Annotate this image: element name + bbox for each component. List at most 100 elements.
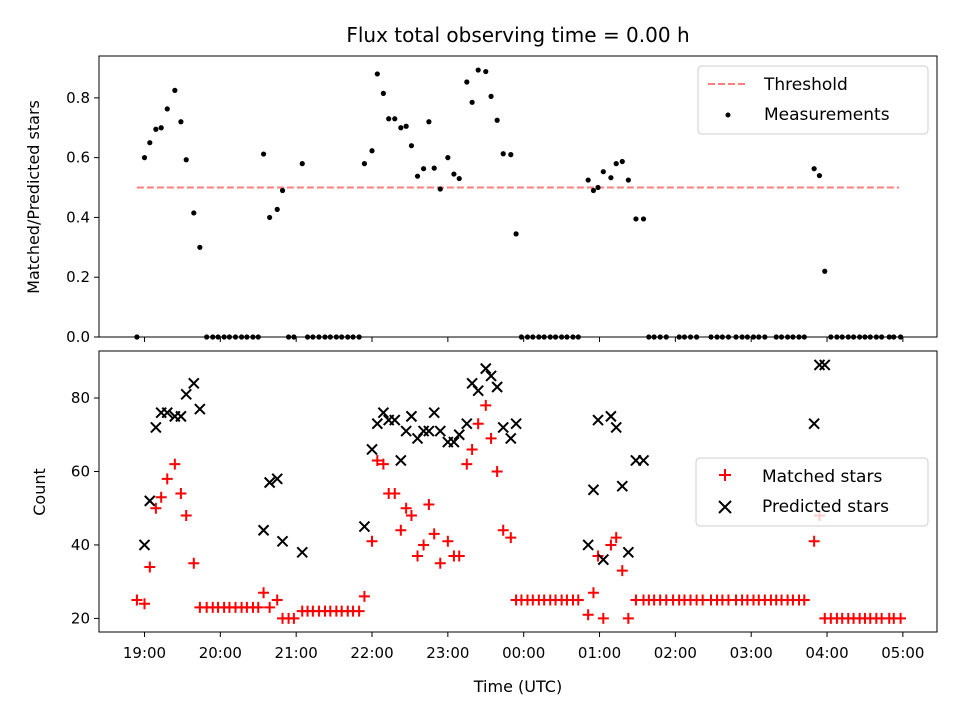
measurement-point — [500, 151, 506, 157]
measurement-point — [651, 334, 657, 340]
predicted-star-point — [194, 403, 206, 415]
matched-star-point — [610, 532, 622, 544]
measurement-point — [414, 173, 421, 179]
x-tick-label: 20:00 — [199, 644, 242, 662]
measurement-point — [431, 165, 437, 171]
predicted-star-point — [808, 418, 820, 430]
matched-star-point — [389, 488, 401, 500]
measurement-point — [380, 90, 386, 96]
matched-star-point — [169, 458, 181, 470]
measurement-point — [879, 334, 885, 340]
predicted-star-point — [485, 370, 497, 382]
measurement-point — [801, 334, 807, 340]
measurement-point — [575, 334, 581, 340]
matched-star-point — [155, 491, 167, 503]
measurement-point — [304, 334, 311, 340]
measurement-point — [564, 334, 570, 340]
measurement-point — [183, 157, 189, 163]
count-y-axis: 20 40 60 80 — [71, 389, 99, 627]
measurement-point — [475, 67, 481, 73]
matched-star-point — [466, 443, 478, 455]
x-tick-label: 23:00 — [426, 644, 469, 662]
count-legend-box — [695, 457, 929, 527]
measurement-point — [663, 334, 669, 340]
measurement-point — [850, 334, 857, 340]
measurement-point — [756, 334, 762, 340]
measurement-point — [310, 334, 316, 340]
measurement-point — [811, 166, 817, 172]
measurement-point — [744, 334, 751, 340]
matched-star-point — [798, 594, 810, 606]
measurement-point — [828, 334, 834, 340]
matched-star-point — [131, 594, 143, 606]
legend-measurements-swatch — [725, 112, 731, 118]
matched-star-point — [150, 502, 162, 514]
predicted-star-point — [188, 377, 200, 390]
matched-star-point — [180, 510, 192, 522]
ratio-panel: 0.00.20.40.60.8 Matched/Predicted stars … — [24, 55, 938, 346]
predicted-star-point — [377, 407, 390, 419]
matched-star-point — [252, 601, 264, 613]
legend-predicted-swatch — [718, 500, 732, 514]
measurement-point — [398, 125, 404, 131]
measurement-point — [464, 79, 470, 85]
measurement-point — [600, 169, 606, 175]
measurement-point — [822, 268, 828, 274]
matched-star-point — [582, 609, 594, 621]
legend-matched-label: Matched stars — [762, 467, 882, 487]
y-tick-label: 0.6 — [66, 149, 90, 167]
measurement-point — [221, 334, 227, 340]
measurement-point — [244, 334, 250, 340]
measurement-point — [785, 334, 791, 340]
measurement-point — [619, 158, 625, 165]
measurement-point — [687, 334, 694, 340]
matched-star-point — [505, 532, 517, 544]
measurement-point — [640, 216, 647, 222]
measurement-point — [508, 152, 514, 158]
measurement-point — [633, 216, 639, 222]
count-x-axis-label: Time (UTC) — [473, 677, 562, 696]
matched-star-point — [271, 594, 283, 606]
matched-star-point — [395, 524, 407, 536]
predicted-star-point — [582, 539, 594, 551]
measurement-point — [595, 184, 601, 191]
count-plot-frame — [98, 350, 938, 633]
predicted-star-point — [263, 476, 276, 489]
measurement-point — [862, 334, 868, 340]
measurement-point — [867, 334, 873, 340]
measurement-point — [547, 334, 553, 340]
predicted-star-point — [510, 418, 522, 430]
measurement-point — [204, 334, 210, 340]
count-x-axis: 19:00 20:00 21:00 22:00 23:00 00:00 01:00 02:00… — [123, 632, 924, 662]
matched-star-point — [592, 550, 604, 562]
predicted-star-point — [400, 425, 412, 437]
measurement-point — [483, 68, 489, 75]
matched-star-point — [405, 510, 417, 522]
measurement-point — [255, 334, 261, 340]
measurement-point — [796, 334, 802, 340]
measurement-point — [646, 334, 652, 340]
predicted-star-point — [423, 425, 435, 437]
measurement-point — [285, 334, 292, 340]
predicted-star-point — [405, 410, 418, 423]
measurement-point — [445, 155, 451, 161]
matched-star-point — [412, 550, 424, 562]
matched-star-point — [423, 499, 435, 511]
measurement-point — [164, 106, 170, 112]
ratio-legend: Threshold Measurements — [697, 65, 929, 135]
matched-star-point — [353, 605, 365, 617]
x-tick-label: 04:00 — [805, 644, 848, 662]
predicted-star-point — [144, 495, 156, 507]
count-panel: 20 40 60 80 19:00 20:00 21:00 22:00 23:00 00:00 0… — [30, 350, 938, 696]
measurement-point — [333, 334, 339, 340]
measurement-point — [733, 334, 739, 340]
measurement-point — [456, 175, 462, 182]
predicted-star-point — [491, 381, 503, 393]
predicted-star-point — [296, 546, 308, 558]
measurement-point — [608, 175, 614, 181]
measurement-point — [725, 334, 732, 340]
measurement-point — [215, 334, 221, 340]
predicted-star-point — [622, 546, 635, 558]
predicted-star-point — [592, 414, 604, 426]
